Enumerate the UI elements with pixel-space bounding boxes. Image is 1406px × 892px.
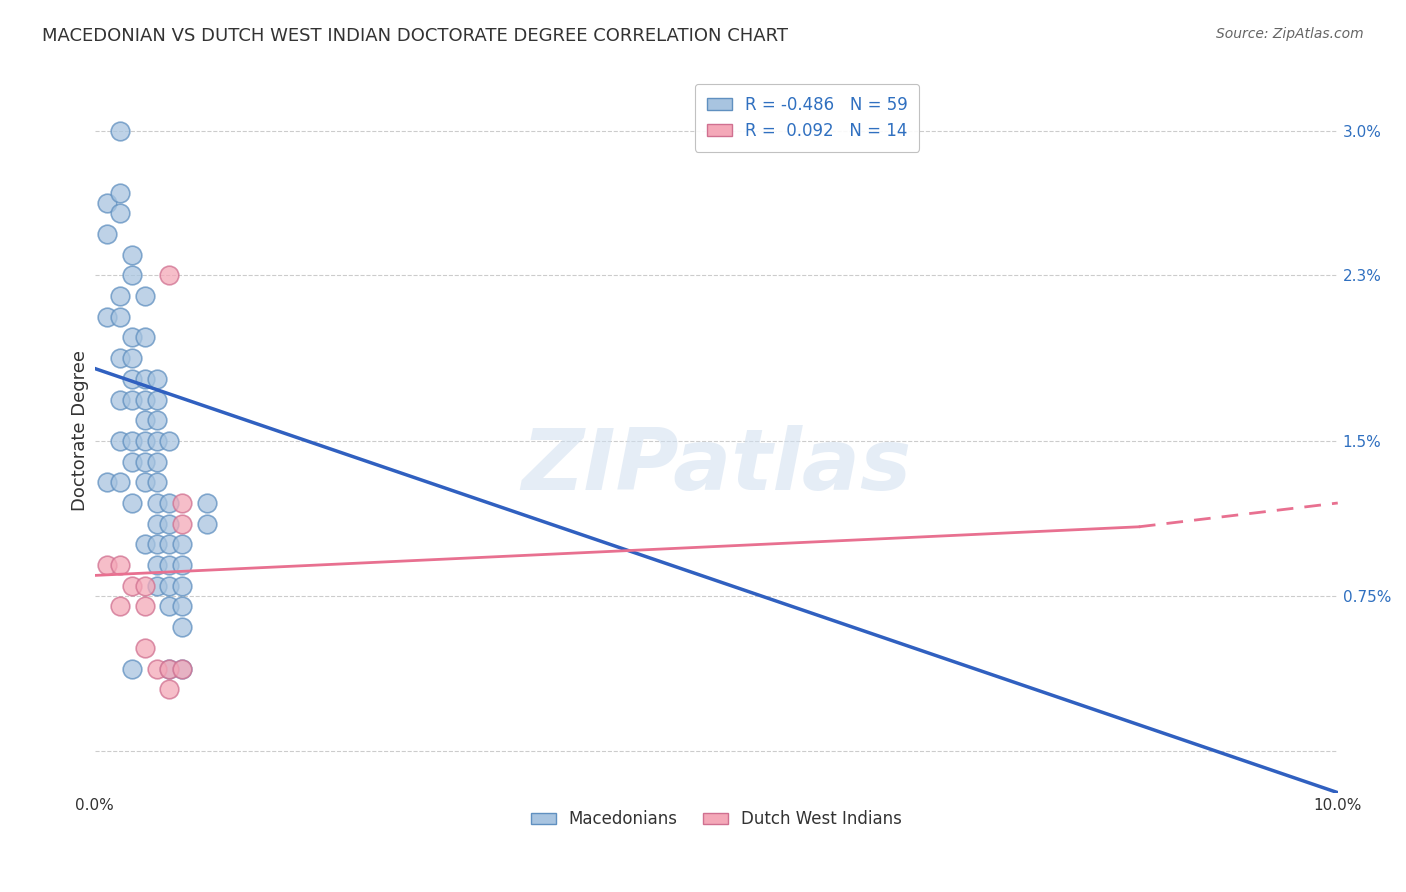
Point: [134, 640, 156, 655]
Point: [134, 599, 156, 614]
Point: [134, 537, 156, 551]
Point: [146, 579, 169, 593]
Point: [134, 289, 156, 303]
Point: [121, 434, 143, 448]
Point: [121, 330, 143, 344]
Point: [108, 351, 131, 366]
Point: [170, 537, 193, 551]
Point: [108, 186, 131, 200]
Point: [157, 516, 180, 531]
Point: [121, 455, 143, 469]
Point: [157, 537, 180, 551]
Point: [146, 434, 169, 448]
Point: [157, 434, 180, 448]
Point: [108, 206, 131, 220]
Point: [146, 496, 169, 510]
Point: [134, 372, 156, 386]
Point: [146, 558, 169, 572]
Point: [96, 227, 118, 241]
Point: [170, 579, 193, 593]
Point: [134, 579, 156, 593]
Point: [157, 682, 180, 697]
Text: Source: ZipAtlas.com: Source: ZipAtlas.com: [1216, 27, 1364, 41]
Point: [157, 579, 180, 593]
Point: [121, 268, 143, 283]
Y-axis label: Doctorate Degree: Doctorate Degree: [72, 350, 89, 511]
Point: [134, 330, 156, 344]
Point: [108, 475, 131, 490]
Point: [121, 496, 143, 510]
Point: [146, 455, 169, 469]
Point: [134, 455, 156, 469]
Point: [195, 516, 218, 531]
Point: [146, 372, 169, 386]
Point: [121, 579, 143, 593]
Point: [134, 392, 156, 407]
Point: [170, 558, 193, 572]
Point: [157, 599, 180, 614]
Point: [170, 496, 193, 510]
Point: [96, 196, 118, 211]
Point: [108, 310, 131, 324]
Point: [170, 599, 193, 614]
Text: ZIPatlas: ZIPatlas: [522, 425, 911, 508]
Point: [146, 516, 169, 531]
Point: [170, 661, 193, 675]
Point: [157, 661, 180, 675]
Point: [157, 268, 180, 283]
Point: [121, 372, 143, 386]
Point: [121, 392, 143, 407]
Point: [121, 248, 143, 262]
Point: [170, 661, 193, 675]
Point: [157, 558, 180, 572]
Point: [96, 475, 118, 490]
Point: [146, 392, 169, 407]
Point: [108, 558, 131, 572]
Point: [170, 620, 193, 634]
Point: [146, 413, 169, 427]
Point: [134, 413, 156, 427]
Point: [157, 661, 180, 675]
Point: [108, 599, 131, 614]
Point: [134, 475, 156, 490]
Point: [108, 289, 131, 303]
Point: [134, 434, 156, 448]
Text: MACEDONIAN VS DUTCH WEST INDIAN DOCTORATE DEGREE CORRELATION CHART: MACEDONIAN VS DUTCH WEST INDIAN DOCTORAT…: [42, 27, 789, 45]
Point: [195, 496, 218, 510]
Point: [146, 661, 169, 675]
Point: [121, 351, 143, 366]
Point: [108, 434, 131, 448]
Point: [96, 558, 118, 572]
Point: [121, 661, 143, 675]
Point: [157, 496, 180, 510]
Point: [108, 392, 131, 407]
Point: [170, 516, 193, 531]
Point: [146, 475, 169, 490]
Point: [96, 310, 118, 324]
Legend: Macedonians, Dutch West Indians: Macedonians, Dutch West Indians: [524, 804, 908, 835]
Point: [146, 537, 169, 551]
Point: [108, 123, 131, 137]
